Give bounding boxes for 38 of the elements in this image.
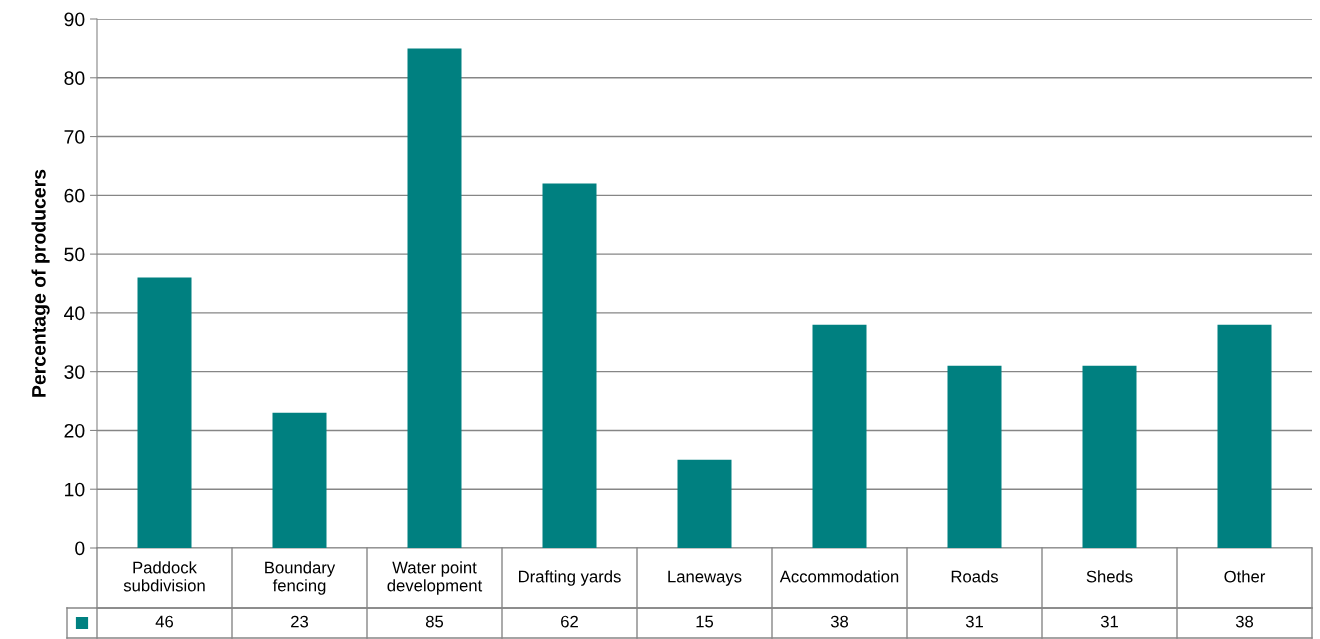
bar [407,48,462,548]
data-label: 62 [561,615,578,628]
y-axis-title: Percentage of producers [31,169,50,397]
bar [947,365,1002,548]
x-tick-label: Roads [951,570,998,583]
y-tick-label: 40 [64,306,85,321]
x-tick-label: Sheds [1086,570,1133,583]
x-tick-label: Water point development [387,561,483,595]
y-tick-label: 90 [64,12,85,27]
data-label: 46 [155,615,174,628]
data-label: 23 [291,615,309,628]
data-label: 85 [425,615,444,628]
bar [542,183,597,548]
y-tick-label: 20 [64,423,85,438]
bar [1217,324,1272,548]
data-label: 31 [965,615,983,628]
y-tick-label: 50 [64,247,85,262]
data-label: 31 [1100,615,1118,628]
x-tick-label: Drafting yards [519,570,621,586]
y-tick-label: 80 [64,71,85,86]
data-label: 38 [1235,615,1254,628]
x-tick-label: Other [1224,570,1266,583]
y-tick-label: 30 [64,365,85,379]
bar [677,459,732,548]
x-tick-label: Paddock subdivision [123,561,205,592]
data-label: 15 [696,615,714,628]
y-tick-label: 10 [65,482,85,497]
bar [812,324,867,548]
bar [137,277,192,548]
data-label: 38 [830,615,849,628]
bar [1082,365,1137,548]
y-tick-label: 60 [64,188,85,203]
bar [272,412,327,548]
y-tick-label: 70 [64,130,85,144]
y-tick-label: 0 [75,541,85,556]
x-tick-label: Laneways [668,570,742,586]
x-tick-label: Accommodation [779,570,899,583]
x-tick-label: Boundary fencing [265,561,336,595]
